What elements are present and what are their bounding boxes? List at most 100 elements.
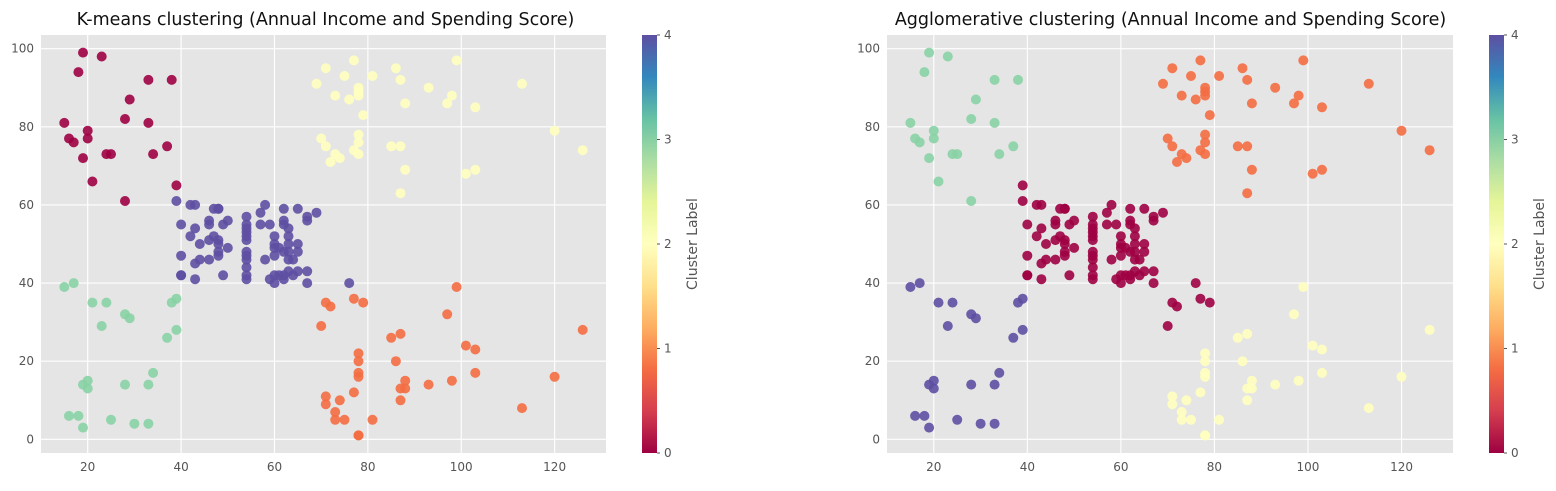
kmeans-point-cluster-2	[320, 141, 331, 152]
agglomerative-point-cluster-0	[1059, 203, 1070, 214]
kmeans-point-cluster-4	[283, 246, 294, 257]
agglomerative-point-cluster-2	[1242, 328, 1253, 339]
agglomerative-point-cluster-4	[989, 379, 1000, 390]
kmeans-point-cluster-4	[222, 242, 233, 253]
agglomerative-point-cluster-2	[1195, 387, 1206, 398]
agglomerative-point-cluster-0	[1069, 215, 1080, 226]
kmeans-point-cluster-4	[218, 270, 229, 281]
kmeans-point-cluster-0	[124, 94, 135, 105]
kmeans-point-cluster-0	[106, 149, 116, 160]
kmeans-point-cluster-4	[264, 219, 275, 230]
agglomerative-point-cluster-3	[928, 125, 939, 136]
kmeans-point-cluster-2	[334, 153, 345, 164]
kmeans-point-cluster-2	[311, 78, 322, 89]
agglomerative-point-cluster-3	[970, 94, 981, 105]
kmeans-point-cluster-4	[311, 207, 322, 218]
kmeans-point-cluster-1	[339, 414, 350, 425]
agglomerative-point-cluster-1	[1162, 133, 1173, 144]
kmeans-x-tick: 60	[267, 460, 282, 474]
agglomerative-point-cluster-3	[914, 137, 925, 148]
agglomerative-point-cluster-3	[989, 74, 1000, 85]
agglomerative-point-cluster-2	[1176, 407, 1187, 417]
kmeans-point-cluster-1	[400, 383, 411, 394]
kmeans-point-cluster-1	[320, 391, 331, 402]
kmeans-colorbar-tick: 4	[664, 28, 672, 42]
kmeans-point-cluster-1	[320, 399, 331, 410]
kmeans-point-cluster-1	[549, 371, 560, 382]
kmeans-point-cluster-2	[353, 129, 364, 140]
kmeans-point-cluster-4	[269, 231, 280, 242]
agglomerative-point-cluster-0	[1101, 207, 1112, 218]
kmeans-point-cluster-2	[470, 164, 481, 175]
agglomerative-point-cluster-4	[910, 410, 921, 421]
kmeans-point-cluster-4	[241, 262, 252, 273]
agglomerative-point-cluster-0	[1129, 246, 1140, 257]
kmeans-point-cluster-4	[171, 196, 182, 206]
agglomerative-x-tick: 100	[1297, 460, 1320, 474]
agglomerative-colorbar	[1489, 35, 1504, 453]
agglomerative-point-cluster-1	[1293, 90, 1304, 101]
kmeans-point-cluster-0	[73, 67, 84, 78]
agglomerative-point-cluster-0	[1129, 231, 1140, 242]
kmeans-point-cluster-4	[185, 231, 196, 242]
agglomerative-point-cluster-1	[1246, 98, 1257, 109]
agglomerative-point-cluster-2	[1289, 309, 1299, 320]
agglomerative-point-cluster-1	[1270, 82, 1281, 93]
agglomerative-y-tick: 60	[865, 198, 880, 212]
kmeans-point-cluster-3	[78, 422, 88, 433]
kmeans-point-cluster-4	[255, 207, 266, 218]
agglomerative-point-cluster-3	[942, 51, 953, 62]
agglomerative-point-cluster-2	[1270, 379, 1281, 390]
kmeans-plot-area	[41, 35, 606, 453]
kmeans-point-cluster-1	[353, 356, 364, 367]
kmeans-point-cluster-0	[82, 125, 93, 136]
kmeans-point-cluster-2	[353, 86, 364, 97]
kmeans-point-cluster-1	[470, 367, 481, 378]
kmeans-y-tick: 100	[11, 42, 34, 56]
kmeans-point-cluster-2	[353, 149, 364, 160]
kmeans-point-cluster-4	[204, 254, 215, 265]
agglomerative-point-cluster-0	[1069, 242, 1080, 253]
agglomerative-point-cluster-0	[1022, 250, 1033, 261]
agglomerative-point-cluster-0	[1129, 223, 1140, 234]
kmeans-y-tick: 0	[26, 432, 34, 446]
kmeans-point-cluster-4	[213, 239, 224, 249]
kmeans-point-cluster-4	[283, 231, 294, 242]
kmeans-point-cluster-4	[278, 215, 289, 226]
agglomerative-point-cluster-0	[1022, 219, 1033, 230]
kmeans-colorbar-label: Cluster Label	[685, 198, 701, 290]
agglomerative-point-cluster-0	[1036, 199, 1047, 210]
agglomerative-colorbar-tick: 4	[1511, 28, 1519, 42]
agglomerative-point-cluster-0	[1195, 293, 1206, 304]
agglomerative-point-cluster-0	[1111, 219, 1122, 230]
agglomerative-y-tick: 80	[865, 120, 880, 134]
agglomerative-points	[905, 47, 1435, 441]
agglomerative-point-cluster-4	[994, 367, 1005, 378]
kmeans-point-cluster-4	[190, 223, 201, 234]
agglomerative-point-cluster-0	[1087, 254, 1098, 265]
agglomerative-point-cluster-1	[1232, 141, 1243, 152]
agglomerative-point-cluster-2	[1167, 391, 1178, 402]
kmeans-point-cluster-0	[143, 74, 154, 85]
agglomerative-point-cluster-0	[1022, 270, 1033, 281]
agglomerative-colorbar-tick: 3	[1511, 133, 1519, 147]
agglomerative-point-cluster-3	[919, 67, 930, 78]
agglomerative-point-cluster-0	[1064, 270, 1075, 281]
agglomerative-colorbar-ticks: 0 1 2 3 4	[1504, 28, 1519, 460]
kmeans-point-cluster-2	[549, 125, 560, 136]
kmeans-point-cluster-3	[59, 282, 70, 292]
agglomerative-point-cluster-0	[1190, 278, 1201, 289]
kmeans-point-cluster-3	[143, 379, 154, 390]
kmeans-point-cluster-1	[517, 403, 527, 414]
kmeans-point-cluster-4	[194, 239, 205, 249]
agglomerative-point-cluster-1	[1237, 63, 1248, 74]
agglomerative-point-cluster-2	[1200, 356, 1211, 367]
agglomerative-point-cluster-2	[1424, 324, 1435, 335]
agglomerative-point-cluster-3	[994, 149, 1005, 160]
agglomerative-point-cluster-2	[1396, 371, 1407, 382]
kmeans-point-cluster-4	[241, 211, 252, 222]
agglomerative-point-cluster-0	[1139, 203, 1150, 214]
agglomerative-point-cluster-4	[928, 375, 939, 386]
agglomerative-point-cluster-2	[1186, 414, 1196, 425]
